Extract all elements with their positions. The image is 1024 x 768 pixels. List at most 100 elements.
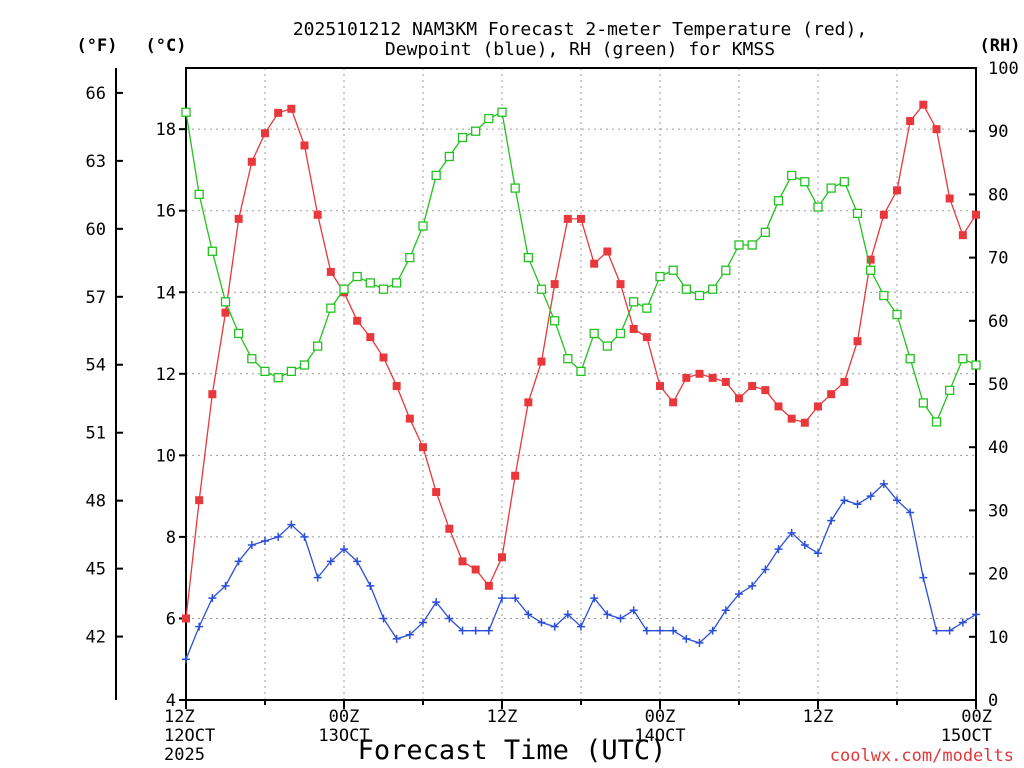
data-point [247, 541, 256, 550]
rh-unit-label: (RH) [980, 36, 1021, 56]
data-point [432, 488, 441, 497]
data-point [655, 271, 665, 282]
year-tick-label: 2025 [164, 745, 205, 765]
data-point [353, 316, 362, 325]
data-point [629, 297, 639, 307]
data-point [682, 373, 691, 382]
data-point [931, 417, 942, 427]
data-point [550, 316, 560, 326]
data-point [616, 614, 625, 623]
data-point [471, 626, 480, 635]
fahrenheit-tick-label: 51 [86, 424, 106, 444]
fahrenheit-tick-label: 48 [86, 492, 106, 512]
data-point [379, 353, 388, 362]
data-point [511, 594, 520, 603]
data-point [497, 107, 507, 117]
data-point [839, 177, 849, 187]
data-point [590, 594, 599, 603]
data-point [287, 104, 296, 113]
data-point [419, 618, 427, 627]
data-point [274, 108, 283, 117]
data-point [563, 214, 572, 223]
data-point [814, 549, 822, 558]
data-point [352, 271, 362, 282]
data-point [418, 221, 428, 231]
data-point [827, 390, 836, 399]
time-tick-label: 00Z [329, 707, 360, 727]
data-point [721, 377, 730, 386]
data-point [458, 557, 467, 566]
data-point [577, 214, 585, 223]
data-point [221, 308, 230, 317]
data-point [603, 610, 612, 619]
time-tick-label: 12Z [164, 707, 195, 727]
rh-tick-label: 20 [988, 565, 1008, 585]
data-point [366, 333, 375, 342]
data-point [945, 385, 955, 395]
data-point [326, 267, 335, 276]
data-point [182, 655, 190, 664]
data-point [892, 309, 902, 320]
credit-text: coolwx.com/modelts [830, 746, 1014, 766]
data-point [457, 132, 468, 143]
data-point [471, 565, 480, 574]
series-dewpoint [182, 479, 980, 664]
time-tick-label: 12Z [803, 707, 834, 727]
date-tick-label: 15OCT [941, 726, 992, 746]
data-point [695, 638, 704, 647]
data-point [761, 386, 770, 395]
data-point [563, 354, 573, 364]
data-point [365, 278, 375, 288]
time-tick-label: 00Z [645, 707, 676, 727]
data-point [431, 170, 441, 181]
data-point [247, 157, 256, 166]
rh-tick-label: 70 [988, 249, 1008, 269]
data-point [905, 354, 915, 364]
data-point [656, 382, 664, 391]
data-point [326, 557, 335, 566]
data-point [760, 227, 770, 237]
data-point [721, 606, 730, 615]
gridlines [186, 68, 976, 700]
data-point [748, 382, 757, 391]
data-point [405, 630, 414, 639]
data-point [919, 100, 928, 109]
data-point [511, 471, 520, 480]
data-point [366, 581, 375, 590]
data-point [774, 402, 783, 411]
data-point [932, 125, 941, 134]
data-point [958, 618, 967, 627]
data-point [668, 265, 678, 275]
data-point [234, 328, 244, 339]
data-point [432, 598, 441, 607]
rh-tick-label: 0 [988, 691, 998, 711]
data-point [313, 341, 323, 351]
data-point [221, 581, 230, 590]
data-point [681, 284, 691, 294]
data-point [879, 479, 888, 488]
data-point [774, 545, 783, 554]
celsius-tick-label: 10 [156, 446, 176, 466]
data-point [378, 284, 389, 294]
data-point [484, 581, 493, 590]
data-point [761, 565, 770, 574]
rh-tick-label: 50 [988, 375, 1008, 395]
data-point [484, 626, 493, 635]
data-point [339, 284, 349, 294]
fahrenheit-tick-label: 60 [86, 220, 106, 240]
celsius-tick-label: 8 [166, 528, 176, 548]
data-point [800, 418, 809, 427]
data-point [826, 183, 836, 193]
data-point [906, 508, 915, 517]
data-point [577, 622, 585, 631]
data-point [853, 500, 862, 509]
fahrenheit-axis: 42 45 48 51 54 57 60 63 66 [86, 84, 123, 648]
data-point [220, 297, 231, 307]
data-point [523, 252, 533, 263]
data-point [563, 610, 572, 619]
data-point [392, 634, 401, 643]
date-tick-label: 13OCT [318, 726, 369, 746]
data-point [669, 398, 678, 407]
fahrenheit-tick-label: 63 [86, 152, 106, 172]
